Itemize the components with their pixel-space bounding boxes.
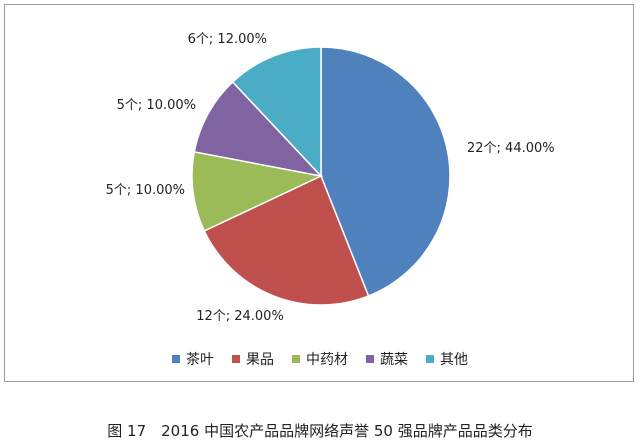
- legend-swatch: [172, 355, 180, 363]
- chart-frame: 22个; 44.00% 12个; 24.00% 5个; 10.00% 5个; 10.0…: [4, 4, 634, 382]
- data-label-2: 12个; 24.00%: [196, 309, 284, 324]
- pie-chart: 22个; 44.00% 12个; 24.00% 5个; 10.00% 5个; 10.0…: [106, 32, 555, 324]
- data-label-1: 22个; 44.00%: [467, 141, 555, 156]
- legend-label: 果品: [246, 352, 274, 368]
- legend: 茶叶 果品 中药材 蔬菜 其他: [5, 349, 635, 369]
- pie-slice-1: [320, 46, 451, 297]
- legend-label: 茶叶: [186, 352, 214, 368]
- pie-slice-4: [193, 80, 324, 178]
- legend-item-2: 果品: [232, 349, 274, 369]
- pie-slice-5: [231, 46, 322, 178]
- legend-swatch: [426, 355, 434, 363]
- pie-slice-3: [191, 150, 324, 232]
- legend-swatch: [232, 355, 240, 363]
- data-label-4: 5个; 10.00%: [117, 98, 196, 113]
- pie-slice-2: [203, 174, 370, 306]
- legend-item-4: 蔬菜: [366, 349, 408, 369]
- legend-label: 蔬菜: [380, 352, 408, 368]
- figure-caption: 图 17 2016 中国农产品品牌网络声誉 50 强品牌产品品类分布: [107, 422, 533, 440]
- legend-item-1: 茶叶: [172, 349, 214, 369]
- legend-swatch: [366, 355, 374, 363]
- legend-swatch: [292, 355, 300, 363]
- legend-item-5: 其他: [426, 349, 468, 369]
- data-label-3: 5个; 10.00%: [106, 183, 185, 198]
- legend-item-3: 中药材: [292, 349, 348, 369]
- legend-label: 其他: [440, 352, 468, 368]
- data-label-5: 6个; 12.00%: [188, 32, 267, 47]
- legend-label: 中药材: [306, 352, 348, 368]
